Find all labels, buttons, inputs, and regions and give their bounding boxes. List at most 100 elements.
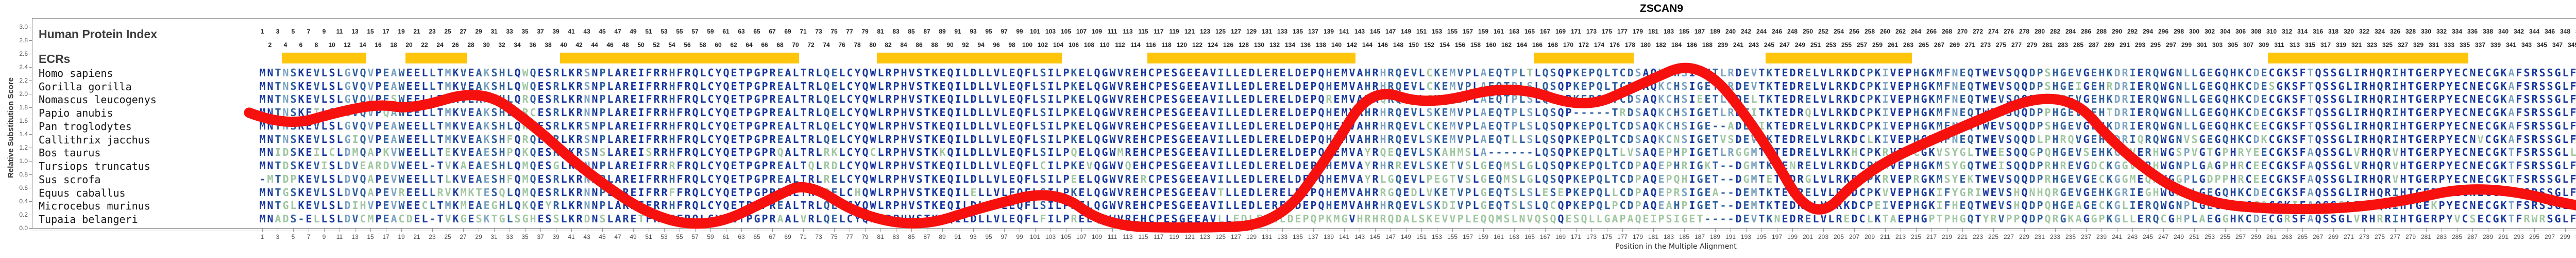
top-axis-number: 302: [2204, 28, 2215, 35]
top-axis-number: 303: [2212, 41, 2223, 49]
top-axis-number: 158: [1470, 41, 1481, 49]
top-axis-number: 146: [1377, 41, 1388, 49]
bottom-axis-number: 201: [1802, 233, 1814, 240]
top-axis-number: 174: [1594, 41, 1605, 49]
top-axis-number: 150: [1408, 41, 1419, 49]
bottom-axis-tick: [2333, 229, 2334, 232]
seq-letter: K: [1434, 67, 1440, 79]
top-axis-number: 117: [1154, 28, 1164, 35]
seq-letter: S: [2330, 67, 2337, 79]
top-axis-number: 308: [2250, 28, 2262, 35]
top-axis-number: 28: [467, 41, 474, 49]
top-axis-number: 147: [1385, 28, 1396, 35]
seq-letter: W: [1109, 67, 1116, 79]
bottom-axis-number: 207: [1849, 233, 1860, 240]
bottom-axis-tick: [1004, 229, 1005, 232]
seq-letter: L: [1418, 67, 1425, 79]
top-axis-number: 254: [1833, 28, 1844, 35]
seq-letter: Q: [2222, 67, 2229, 79]
top-axis-number: 51: [645, 28, 652, 35]
seq-letter: N: [1952, 67, 1958, 79]
bottom-axis-number: 25: [444, 233, 451, 240]
seq-letter: K: [931, 67, 938, 79]
top-axis-number: 268: [1941, 28, 1953, 35]
top-axis-number: 262: [1895, 28, 1906, 35]
bottom-axis-number: 43: [583, 233, 590, 240]
seq-letter: Q: [1596, 67, 1603, 79]
y-tick-label: 1.6: [19, 117, 28, 124]
seq-letter: A: [1202, 67, 1209, 79]
bottom-axis-number: 209: [1864, 233, 1875, 240]
bottom-axis-number: 277: [2389, 233, 2401, 240]
seq-letter: V: [1890, 67, 1896, 79]
bottom-axis-number: 139: [1323, 233, 1334, 240]
seq-letter: E: [2423, 67, 2430, 79]
seq-letter: S: [2547, 67, 2553, 79]
seq-letter: R: [622, 67, 629, 79]
seq-letter: R: [2384, 67, 2391, 79]
top-axis-number: 289: [2104, 41, 2115, 49]
seq-letter: S: [2323, 67, 2329, 79]
top-axis-number: 144: [1362, 41, 1373, 49]
seq-letter: L: [2183, 67, 2190, 79]
top-axis-number: 309: [2258, 41, 2269, 49]
seq-letter: G: [2493, 67, 2499, 79]
bottom-axis-number: 51: [645, 233, 652, 240]
top-axis-number: 85: [908, 28, 915, 35]
bottom-axis-number: 93: [970, 233, 977, 240]
top-axis-number: 3: [276, 28, 280, 35]
top-axis-number: 326: [2389, 28, 2401, 35]
top-axis-number: 13: [351, 28, 359, 35]
seq-letter: R: [653, 67, 660, 79]
top-axis-number: 276: [2003, 28, 2014, 35]
seq-letter: L: [1472, 67, 1479, 79]
seq-letter: L: [1225, 67, 1232, 79]
seq-letter: L: [1828, 67, 1835, 79]
seq-letter: F: [1944, 67, 1951, 79]
bottom-axis-number: 33: [506, 233, 513, 240]
top-axis-number: 317: [2320, 41, 2331, 49]
seq-letter: C: [1859, 67, 1866, 79]
seq-letter: K: [452, 79, 459, 92]
bottom-axis-number: 265: [2297, 233, 2308, 240]
bottom-axis-tick: [664, 229, 665, 232]
top-axis-number: 322: [2359, 28, 2370, 35]
top-axis-number: 134: [1284, 41, 1296, 49]
seq-letter: E: [306, 67, 312, 79]
seq-letter: S: [584, 79, 590, 92]
seq-letter: G: [2276, 67, 2283, 79]
seq-letter: L: [792, 79, 799, 92]
top-axis-number: 255: [1841, 41, 1852, 49]
top-axis-number: 21: [413, 28, 420, 35]
bottom-axis-number: 215: [1910, 233, 1922, 240]
bottom-axis-tick: [1081, 229, 1082, 232]
top-axis-number: 131: [1261, 28, 1273, 35]
top-axis-number: 47: [614, 28, 621, 35]
seq-letter: T: [1758, 67, 1765, 79]
top-axis-number: 64: [745, 41, 753, 49]
seq-letter: H: [1380, 67, 1386, 79]
bottom-axis-number: 111: [1107, 233, 1117, 240]
bottom-axis-number: 61: [722, 233, 730, 240]
top-axis-number: 182: [1655, 41, 1667, 49]
y-tick-label: 2.8: [19, 37, 28, 44]
seq-letter: H: [499, 67, 505, 79]
bottom-axis-number: 45: [599, 233, 606, 240]
top-axis-number: 162: [1501, 41, 1512, 49]
top-axis-number: 275: [1995, 41, 2007, 49]
bottom-axis-tick: [1050, 229, 1051, 232]
bottom-axis-number: 267: [2312, 233, 2324, 240]
seq-letter: Q: [514, 67, 521, 79]
top-axis-number: 298: [2173, 28, 2184, 35]
seq-letter: N: [267, 67, 274, 79]
seq-letter: S: [329, 67, 335, 79]
seq-letter: E: [2261, 67, 2267, 79]
seq-letter: T: [1527, 67, 1533, 79]
top-axis-number: 299: [2181, 41, 2192, 49]
seq-letter: F: [646, 79, 652, 92]
top-axis-number: 305: [2227, 41, 2239, 49]
bottom-axis-tick: [973, 229, 974, 232]
top-axis-number: 121: [1184, 28, 1195, 35]
seq-letter: P: [1565, 67, 1572, 79]
